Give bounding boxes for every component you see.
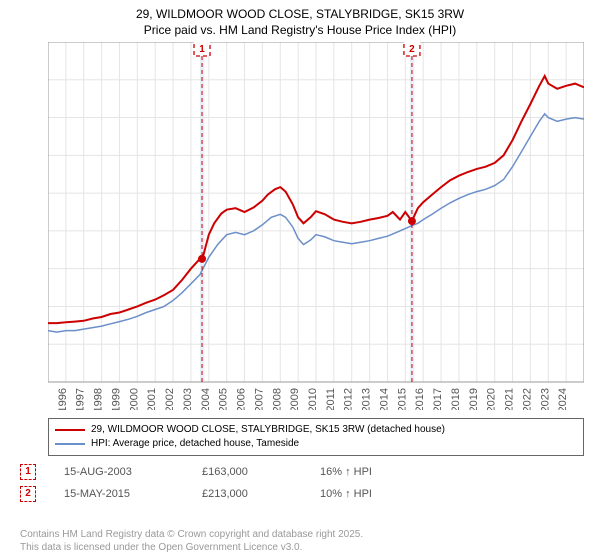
chart-svg: £0£50K£100K£150K£200K£250K£300K£350K£400… [48,42,584,410]
svg-text:2021: 2021 [504,388,516,410]
svg-text:2006: 2006 [236,388,248,410]
svg-text:2: 2 [409,44,415,55]
svg-text:1997: 1997 [75,388,87,410]
svg-text:1999: 1999 [110,388,122,410]
svg-text:2008: 2008 [271,388,283,410]
sales-table: 1 15-AUG-2003 £163,000 16% ↑ HPI 2 15-MA… [20,464,584,508]
svg-text:2000: 2000 [128,388,140,410]
svg-text:2024: 2024 [557,388,569,410]
sale-date-2: 15-MAY-2015 [64,488,174,500]
sale-date-1: 15-AUG-2003 [64,466,174,478]
title-line-2: Price paid vs. HM Land Registry's House … [144,23,456,37]
legend-label-1: 29, WILDMOOR WOOD CLOSE, STALYBRIDGE, SK… [91,423,445,437]
attribution: Contains HM Land Registry data © Crown c… [20,528,363,554]
svg-text:2004: 2004 [200,388,212,410]
svg-text:2022: 2022 [521,388,533,410]
svg-text:2017: 2017 [432,388,444,410]
svg-text:1996: 1996 [57,388,69,410]
legend-swatch-2 [55,443,85,445]
svg-text:2023: 2023 [539,388,551,410]
svg-text:2007: 2007 [253,388,265,410]
svg-text:2010: 2010 [307,388,319,410]
sale-marker-2: 2 [20,486,36,502]
title-line-1: 29, WILDMOOR WOOD CLOSE, STALYBRIDGE, SK… [136,7,464,21]
svg-text:2016: 2016 [414,388,426,410]
svg-text:2001: 2001 [146,388,158,410]
svg-text:2015: 2015 [396,388,408,410]
attribution-line-1: Contains HM Land Registry data © Crown c… [20,529,363,540]
svg-text:2018: 2018 [450,388,462,410]
svg-text:2014: 2014 [378,388,390,410]
sale-price-1: £163,000 [202,466,292,478]
chart-plot: £0£50K£100K£150K£200K£250K£300K£350K£400… [48,42,584,410]
sale-marker-1: 1 [20,464,36,480]
svg-text:1: 1 [199,44,205,55]
attribution-line-2: This data is licensed under the Open Gov… [20,542,302,553]
svg-text:1998: 1998 [93,388,105,410]
legend-row-2: HPI: Average price, detached house, Tame… [55,437,577,451]
chart-title: 29, WILDMOOR WOOD CLOSE, STALYBRIDGE, SK… [0,0,600,38]
svg-text:2012: 2012 [343,388,355,410]
svg-text:2011: 2011 [325,388,337,410]
sale-hpi-2: 10% ↑ HPI [320,488,440,500]
legend-row-1: 29, WILDMOOR WOOD CLOSE, STALYBRIDGE, SK… [55,423,577,437]
svg-text:2002: 2002 [164,388,176,410]
svg-text:2005: 2005 [218,388,230,410]
svg-text:2003: 2003 [182,388,194,410]
legend-swatch-1 [55,429,85,431]
sale-row-2: 2 15-MAY-2015 £213,000 10% ↑ HPI [20,486,584,502]
svg-text:2019: 2019 [468,388,480,410]
chart-container: 29, WILDMOOR WOOD CLOSE, STALYBRIDGE, SK… [0,0,600,560]
svg-text:2009: 2009 [289,388,301,410]
svg-text:2020: 2020 [486,388,498,410]
legend-label-2: HPI: Average price, detached house, Tame… [91,437,299,451]
svg-text:1995: 1995 [48,388,51,410]
legend: 29, WILDMOOR WOOD CLOSE, STALYBRIDGE, SK… [48,418,584,456]
sale-row-1: 1 15-AUG-2003 £163,000 16% ↑ HPI [20,464,584,480]
svg-text:2013: 2013 [361,388,373,410]
sale-hpi-1: 16% ↑ HPI [320,466,440,478]
sale-price-2: £213,000 [202,488,292,500]
